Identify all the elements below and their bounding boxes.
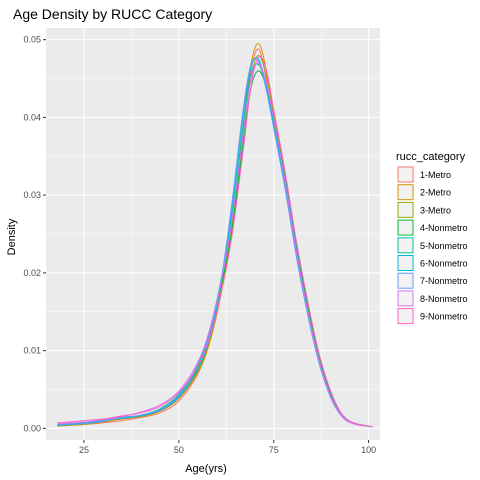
y-tick-label: 0.05 [23,35,41,45]
chart-title: Age Density by RUCC Category [13,6,212,22]
legend-key-6-Nonmetro [397,255,414,271]
legend-key-7-Nonmetro [397,272,414,289]
legend-key-3-Metro [397,201,414,218]
legend-label-8-Nonmetro: 8-Nonmetro [420,294,468,304]
y-axis: 0.00 0.01 0.02 0.03 0.04 0.05 [23,35,46,433]
legend-label-5-Nonmetro: 5-Nonmetro [420,241,468,251]
legend-label-2-Metro: 2-Metro [420,188,451,198]
y-tick-label: 0.00 [23,423,41,433]
x-tick-label: 25 [79,445,89,455]
y-tick-label: 0.01 [23,346,41,356]
plot-panel [46,28,380,440]
legend-key-9-Nonmetro [397,308,414,325]
legend-label-3-Metro: 3-Metro [420,205,451,215]
legend-key-5-Nonmetro [397,237,414,254]
legend-label-9-Nonmetro: 9-Nonmetro [420,312,468,322]
x-axis-title: Age(yrs) [185,463,227,475]
legend-key-4-Nonmetro [397,219,414,236]
density-line-9-Nonmetro [57,55,373,428]
y-tick-label: 0.03 [23,190,41,200]
legend-key-8-Nonmetro [397,290,414,307]
legend-label-7-Nonmetro: 7-Nonmetro [420,276,468,286]
x-tick-label: 100 [361,445,376,455]
legend-title: rucc_category [396,151,466,163]
y-tick-label: 0.04 [23,112,41,122]
legend: rucc_category 1-Metro 2-Metro 3-Metro 4-Non… [396,151,468,325]
x-axis: 25 50 75 100 [79,440,376,455]
legend-key-2-Metro [397,184,414,201]
x-tick-label: 75 [269,445,279,455]
legend-label-4-Nonmetro: 4-Nonmetro [420,223,468,233]
density-line-7-Nonmetro [57,58,373,428]
y-axis-title: Density [6,218,18,255]
y-tick-label: 0.02 [23,268,41,278]
legend-label-6-Nonmetro: 6-Nonmetro [420,259,468,269]
x-tick-label: 50 [174,445,184,455]
legend-key-1-Metro [397,166,414,183]
legend-label-1-Metro: 1-Metro [420,170,451,180]
density-line-8-Nonmetro [57,62,373,428]
